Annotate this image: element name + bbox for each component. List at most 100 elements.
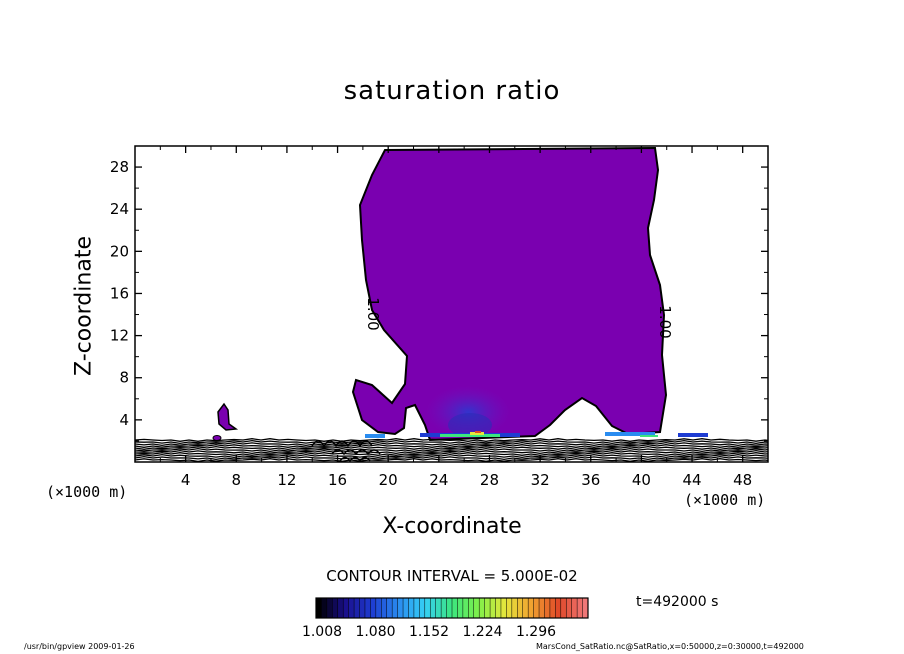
x-tick-label: 40: [632, 471, 651, 489]
color-band: [678, 433, 708, 437]
colorbar-cell: [539, 598, 545, 618]
x-axis: 4 8 12 16 20 24 28 32 36 40 44 48: [159, 146, 752, 489]
colorbar-cell: [381, 598, 388, 618]
time-label: t=492000 s: [636, 594, 719, 610]
colorbar-tick-label: 1.152: [409, 624, 449, 640]
contour-line: [135, 458, 768, 462]
contour-interval-text: CONTOUR INTERVAL = 5.000E-02: [326, 567, 578, 585]
colorbar-tick-label: 1.296: [516, 624, 556, 640]
contour-wiggles: [311, 440, 381, 462]
colorbar-cell: [359, 598, 366, 618]
color-band: [365, 434, 385, 438]
colorbar-tick-label: 1.008: [302, 624, 342, 640]
x-tick-label: 12: [277, 471, 296, 489]
color-band: [605, 432, 655, 436]
colorbar-cell: [408, 598, 415, 618]
x-tick-label: 16: [328, 471, 347, 489]
saturated-blob: [217, 402, 239, 431]
plot-frame: [134, 145, 769, 463]
colorbar-cell: [364, 598, 371, 618]
colorbar-cell: [528, 598, 534, 618]
y-tick-label: 24: [110, 200, 129, 218]
colorbar-cell: [343, 598, 349, 618]
saturated-region: [351, 146, 668, 442]
colorbar-cell: [468, 598, 475, 618]
colorbar-cell: [321, 598, 328, 618]
colorbar-cell: [348, 598, 355, 618]
colorbar-cell: [549, 598, 556, 618]
colorbar-cell: [413, 598, 420, 618]
x-tick-label: 4: [181, 471, 191, 489]
y-tick-label: 4: [119, 411, 129, 429]
colorbar-cell: [397, 598, 404, 618]
colorbar-cell: [332, 598, 339, 618]
colorbar-cell: [430, 598, 436, 618]
colorbar-cell: [403, 598, 409, 618]
colorbar-cell: [500, 598, 507, 618]
x-tick-label: 36: [581, 471, 600, 489]
colorbar-cell: [354, 598, 360, 618]
x-unit-label-left: (×1000 m): [46, 483, 128, 501]
colorbar-cell: [533, 598, 540, 618]
colorbar-cell: [452, 598, 458, 618]
color-band: [470, 432, 484, 435]
y-axis: 4 8 12 16 20 24 28: [110, 158, 768, 442]
colorbar-cell: [370, 598, 377, 618]
y-tick-label: 28: [110, 158, 129, 176]
colorbar-cell: [582, 598, 589, 618]
colorbar-cell: [566, 598, 572, 618]
colorbar-cell: [473, 598, 480, 618]
colorbar-frame: [315, 597, 589, 619]
colorbar-cell: [424, 598, 431, 618]
surface-contour-lines: [135, 438, 768, 462]
colorbar-cell: [446, 598, 453, 618]
colorbar-cell: [511, 598, 518, 618]
contour-line: [135, 445, 768, 451]
x-tick-label: 48: [733, 471, 752, 489]
colorbar-cell: [484, 598, 491, 618]
chart-title: saturation ratio: [343, 76, 561, 106]
y-tick-label: 12: [110, 327, 129, 345]
colorbar-cell: [571, 598, 578, 618]
contour-label: 1.00: [656, 305, 674, 338]
colorbar-cell: [392, 598, 398, 618]
x-axis-label: X-coordinate: [382, 514, 522, 539]
colorbar-cell: [479, 598, 485, 618]
x-tick-label: 24: [429, 471, 448, 489]
contour-line: [135, 455, 768, 461]
y-tick-label: 16: [110, 284, 129, 302]
contour-line: [135, 444, 768, 448]
colorbar-cell: [577, 598, 583, 618]
colorbar-cell: [506, 598, 513, 618]
contour-line: [135, 452, 768, 456]
x-tick-label: 8: [232, 471, 242, 489]
contour-line: [135, 441, 768, 447]
colorbar: 1.008 1.080 1.152 1.224 1.296: [302, 597, 589, 640]
contour-line: [135, 453, 768, 459]
colorbar-cell: [326, 598, 333, 618]
colorbar-cell: [441, 598, 447, 618]
y-tick-label: 8: [119, 369, 129, 387]
colorbar-cell: [490, 598, 496, 618]
colorbar-cell: [560, 598, 567, 618]
colorbar-cell: [495, 598, 502, 618]
colorbar-cell: [337, 598, 344, 618]
x-tick-label: 44: [682, 471, 701, 489]
y-tick-label: 20: [110, 242, 129, 260]
contour-line: [135, 449, 768, 455]
plot-area: 1.00 1.00: [135, 146, 768, 462]
x-tick-label: 28: [480, 471, 499, 489]
x-unit-label-right: (×1000 m): [684, 491, 766, 509]
color-band: [475, 431, 481, 433]
colorbar-cell: [457, 598, 464, 618]
colorbar-cell: [462, 598, 469, 618]
colorbar-cell: [435, 598, 442, 618]
x-tick-label: 20: [379, 471, 398, 489]
colorbar-tick-label: 1.224: [462, 624, 502, 640]
contour-line: [135, 438, 768, 442]
colorbar-cell: [544, 598, 551, 618]
colorbar-cell: [375, 598, 382, 618]
colorbar-cell: [522, 598, 529, 618]
colorbar-cell: [316, 598, 322, 618]
